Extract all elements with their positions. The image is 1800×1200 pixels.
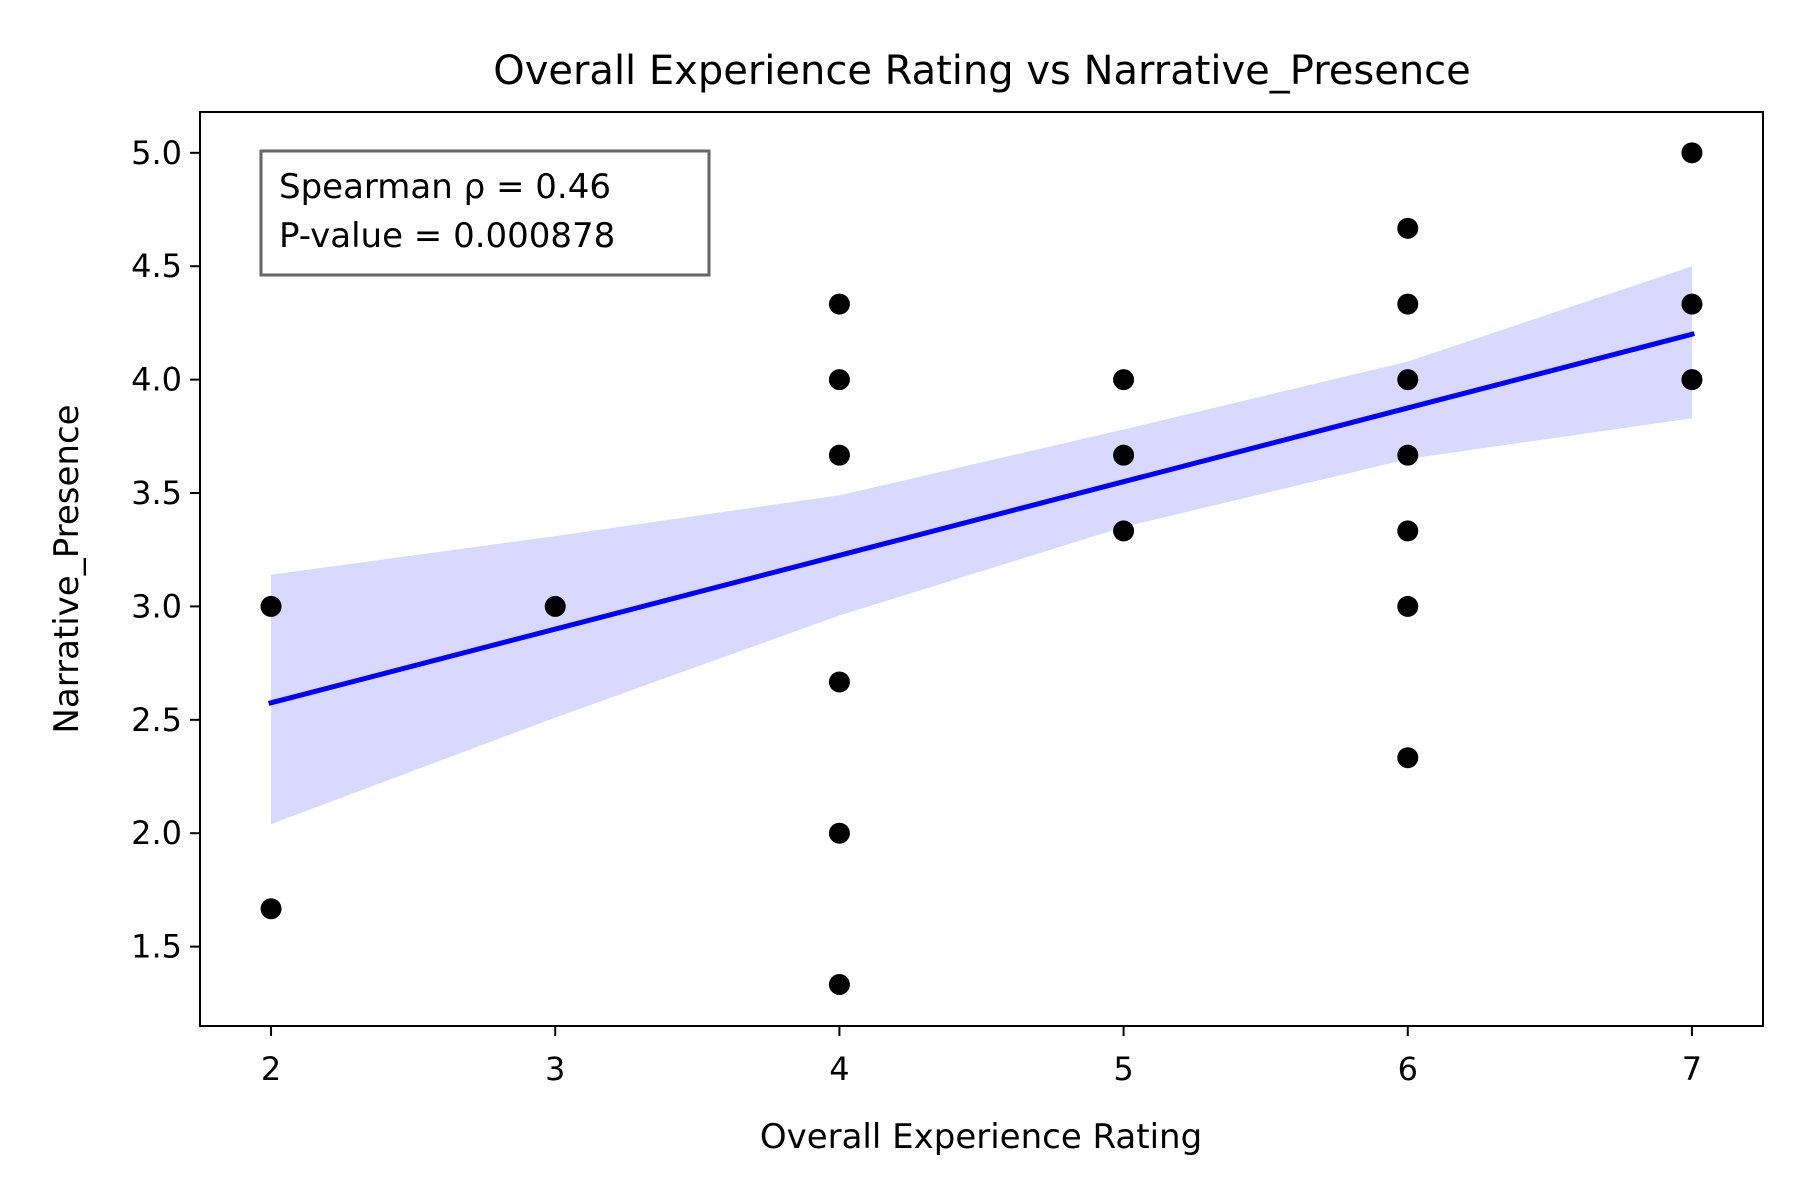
data-point (828, 369, 850, 391)
y-tick-label: 3.0 (131, 587, 182, 625)
chart-title: Overall Experience Rating vs Narrative_P… (493, 48, 1471, 94)
x-axis: 2 3 4 5 6 7 (261, 1026, 1702, 1088)
data-point (1397, 595, 1419, 617)
x-tick-label: 6 (1398, 1050, 1418, 1088)
data-point (1397, 217, 1419, 239)
data-point (828, 293, 850, 315)
y-tick-label: 2.0 (131, 814, 182, 852)
data-point (1113, 520, 1135, 542)
data-point (260, 898, 282, 920)
annotation-box (259, 149, 711, 277)
stats-annotation: Spearman ρ = 0.46 P-value = 0.000878 (259, 149, 711, 277)
confidence-band (271, 266, 1692, 825)
data-point (1681, 293, 1703, 315)
data-point (544, 595, 566, 617)
data-point (828, 973, 850, 995)
y-axis: 1.5 2.0 2.5 3.0 3.5 4.0 4.5 5.0 (131, 134, 200, 966)
x-tick-label: 2 (261, 1050, 281, 1088)
data-point (1681, 369, 1703, 391)
x-tick-label: 5 (1113, 1050, 1133, 1088)
data-point (1397, 520, 1419, 542)
data-point (1113, 444, 1135, 466)
y-tick-label: 4.0 (131, 361, 182, 399)
data-point (828, 822, 850, 844)
y-tick-label: 3.5 (131, 474, 182, 512)
regression-line (267, 331, 1696, 706)
plot-frame (199, 111, 1764, 1027)
y-tick-label: 4.5 (131, 247, 182, 285)
data-point (1397, 747, 1419, 769)
data-point (260, 595, 282, 617)
y-axis-label: Narrative_Presence (47, 404, 87, 733)
x-axis-label: Overall Experience Rating (760, 1117, 1202, 1157)
x-tick-label: 4 (829, 1050, 849, 1088)
y-tick-label: 2.5 (131, 701, 182, 739)
data-point (1113, 369, 1135, 391)
y-tick-label: 1.5 (131, 928, 182, 966)
y-tick-label: 5.0 (131, 134, 182, 172)
data-point (828, 671, 850, 693)
data-point (1397, 293, 1419, 315)
data-point (1681, 142, 1703, 164)
x-tick-label: 3 (545, 1050, 565, 1088)
annotation-line-rho: Spearman ρ = 0.46 (279, 167, 611, 207)
plot-area (260, 142, 1703, 995)
data-point (1397, 444, 1419, 466)
annotation-line-pvalue: P-value = 0.000878 (279, 216, 615, 256)
data-point (828, 444, 850, 466)
data-point (1397, 369, 1419, 391)
x-tick-label: 7 (1682, 1050, 1702, 1088)
